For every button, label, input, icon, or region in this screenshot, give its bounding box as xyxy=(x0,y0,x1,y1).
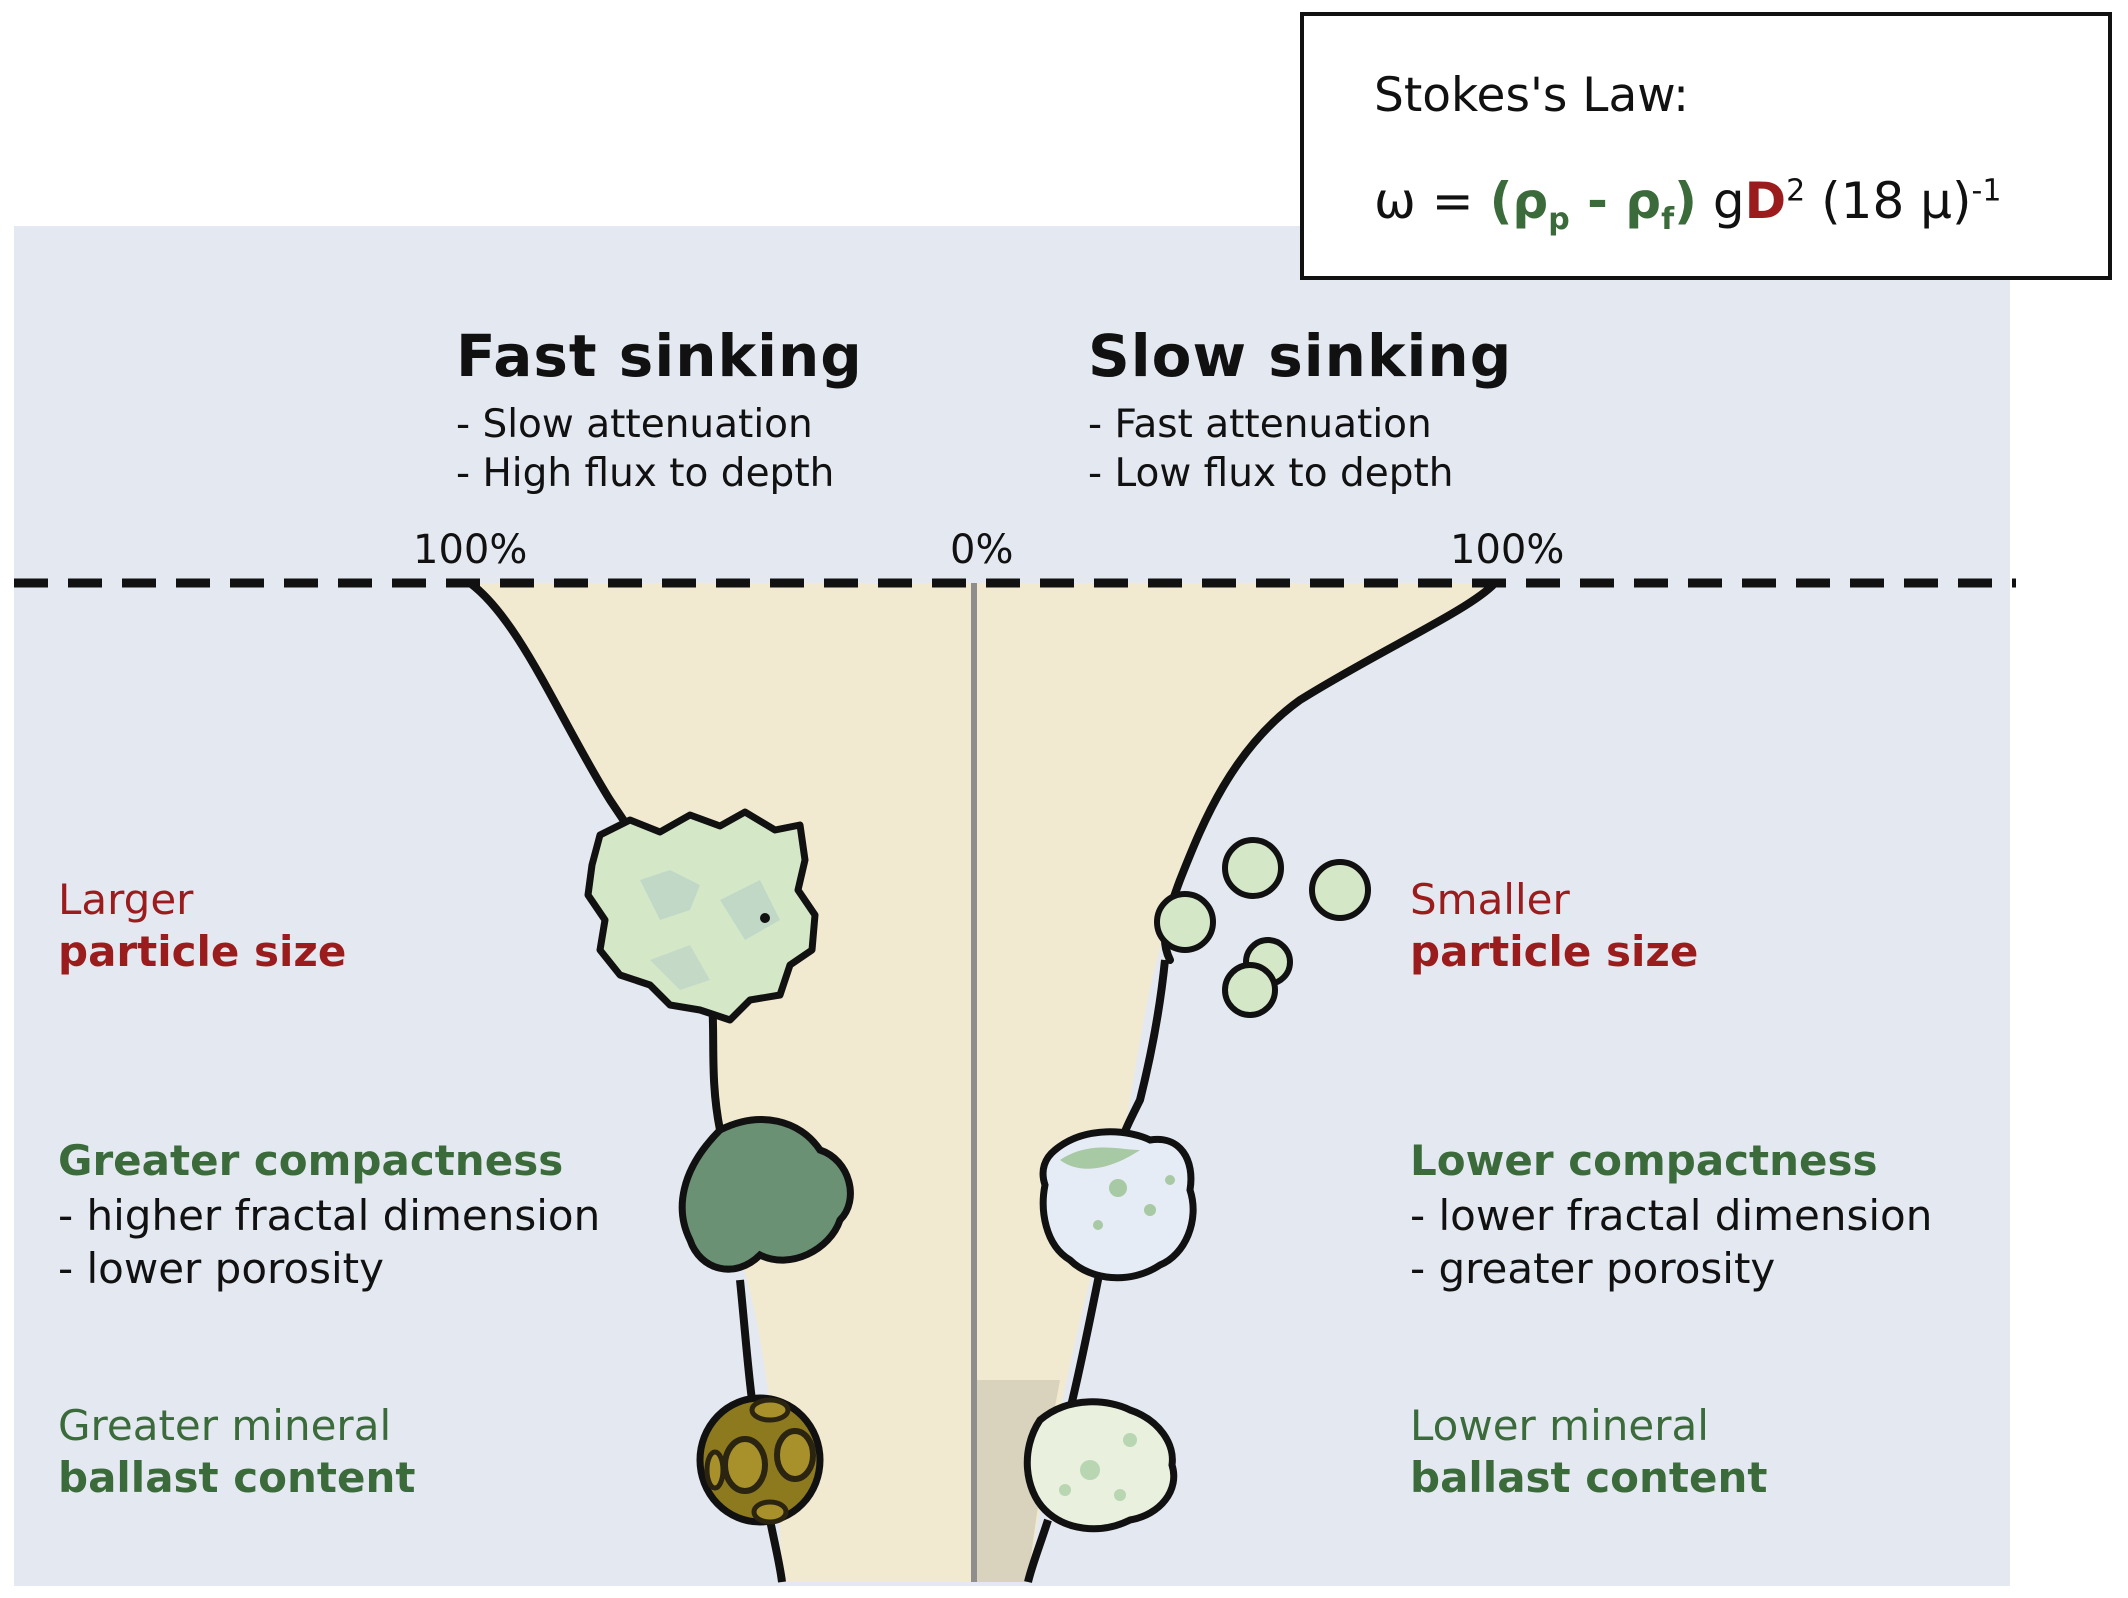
lower-compactness-label: Lower compactness xyxy=(1410,1136,1878,1185)
greater-mineral-label: Greater mineral xyxy=(58,1401,392,1450)
slow-sinking-title: Slow sinking xyxy=(1088,322,1513,390)
stokes-law-title: Stokes's Law: xyxy=(1374,68,1690,123)
large-aggregate-particle xyxy=(584,808,819,1024)
stokes-law-box: Stokes's Law: ω = (ρp - ρf) gD2 (18 μ)-1 xyxy=(1300,12,2112,280)
fast-sinking-line-1: - Slow attenuation xyxy=(456,402,813,447)
porous-particle xyxy=(1039,1128,1197,1282)
greater-compactness-label: Greater compactness xyxy=(58,1136,564,1185)
lower-porosity-label: - lower porosity xyxy=(58,1244,384,1293)
higher-fractal-label: - higher fractal dimension xyxy=(58,1191,601,1240)
equation-viscosity: (18 μ) xyxy=(1805,172,1972,230)
fast-sinking-title: Fast sinking xyxy=(456,322,863,390)
larger-particle-size-label: particle size xyxy=(58,927,347,976)
fast-sinking-line-2: - High flux to depth xyxy=(456,451,835,496)
equation-gravity: g xyxy=(1697,172,1745,230)
slow-flux-area xyxy=(976,583,1495,1582)
slow-sinking-line-2: - Low flux to depth xyxy=(1088,451,1454,496)
lower-ballast-content-label: ballast content xyxy=(1410,1453,1768,1502)
left-100-label: 100% xyxy=(413,527,528,573)
lower-fractal-label: - lower fractal dimension xyxy=(1410,1191,1933,1240)
smaller-label: Smaller xyxy=(1410,875,1570,924)
greater-porosity-label: - greater porosity xyxy=(1410,1244,1776,1293)
zero-label: 0% xyxy=(950,527,1014,573)
fast-flux-area xyxy=(470,583,972,1582)
equation-diameter: D xyxy=(1744,172,1787,230)
larger-label: Larger xyxy=(58,875,194,924)
stokes-law-equation: ω = (ρp - ρf) gD2 (18 μ)-1 xyxy=(1374,172,2002,237)
small-aggregate-particles xyxy=(1154,837,1371,1018)
lower-mineral-label: Lower mineral xyxy=(1410,1401,1709,1450)
right-100-label: 100% xyxy=(1450,527,1565,573)
coccolith-particle xyxy=(696,1394,824,1526)
smaller-particle-size-label: particle size xyxy=(1410,927,1699,976)
greater-ballast-content-label: ballast content xyxy=(58,1453,416,1502)
low-ballast-particle xyxy=(1023,1398,1178,1533)
equation-omega: ω = xyxy=(1374,172,1474,230)
equation-density-term: (ρp - ρf) xyxy=(1489,172,1697,237)
compact-particle xyxy=(678,1116,854,1273)
slow-sinking-line-1: - Fast attenuation xyxy=(1088,402,1432,447)
